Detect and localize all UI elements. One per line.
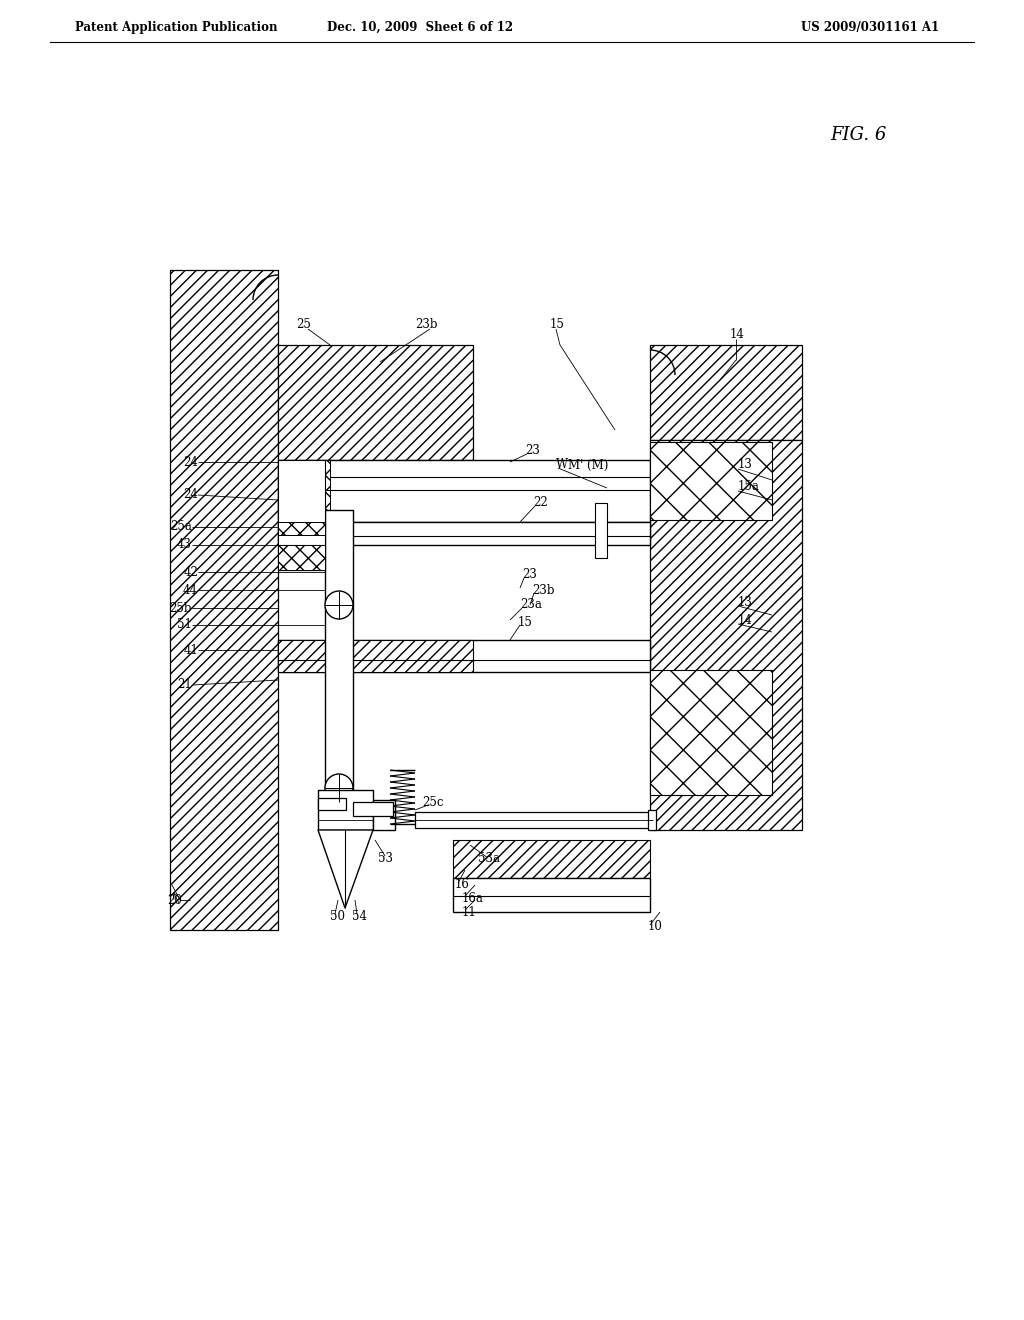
- Bar: [278, 459, 650, 521]
- Bar: [278, 545, 325, 570]
- Text: 15a: 15a: [738, 480, 760, 494]
- Bar: [453, 840, 650, 878]
- Text: 14: 14: [730, 329, 744, 342]
- Text: 25c: 25c: [422, 796, 443, 808]
- Text: 25: 25: [296, 318, 311, 331]
- Text: 23b: 23b: [532, 583, 555, 597]
- Text: FIG. 6: FIG. 6: [829, 125, 886, 144]
- Text: 53: 53: [378, 851, 393, 865]
- Text: 43: 43: [177, 539, 193, 552]
- Bar: [650, 345, 802, 440]
- Text: 13: 13: [738, 458, 753, 471]
- Text: M' (M): M' (M): [568, 458, 608, 471]
- Text: 42: 42: [183, 565, 198, 578]
- Bar: [648, 810, 656, 830]
- Bar: [278, 490, 330, 521]
- Text: US 2009/0301161 A1: US 2009/0301161 A1: [801, 21, 939, 33]
- Text: 25a: 25a: [170, 520, 193, 533]
- Bar: [353, 803, 393, 816]
- Text: 21: 21: [177, 678, 193, 692]
- Bar: [453, 878, 650, 912]
- Text: 54: 54: [352, 911, 367, 924]
- Text: 41: 41: [183, 644, 198, 656]
- Text: 50: 50: [330, 911, 345, 924]
- Text: 51: 51: [177, 619, 193, 631]
- Bar: [278, 521, 325, 535]
- Bar: [278, 640, 650, 672]
- Text: 23: 23: [525, 444, 540, 457]
- Bar: [278, 459, 325, 570]
- Bar: [373, 800, 395, 830]
- Text: 11: 11: [462, 906, 477, 919]
- Circle shape: [325, 774, 353, 803]
- Text: Patent Application Publication: Patent Application Publication: [75, 21, 278, 33]
- Bar: [650, 671, 772, 795]
- Text: 53a: 53a: [478, 851, 500, 865]
- Bar: [415, 812, 653, 828]
- Text: Dec. 10, 2009  Sheet 6 of 12: Dec. 10, 2009 Sheet 6 of 12: [327, 21, 513, 33]
- Bar: [595, 503, 607, 558]
- Bar: [278, 459, 330, 490]
- Text: 23a: 23a: [520, 598, 542, 611]
- Bar: [650, 440, 802, 830]
- Text: 23b: 23b: [415, 318, 437, 331]
- Text: 14: 14: [738, 614, 753, 627]
- Text: 10: 10: [648, 920, 663, 933]
- Text: 20: 20: [167, 894, 182, 907]
- Text: 24: 24: [183, 455, 198, 469]
- Bar: [170, 271, 278, 931]
- Bar: [278, 640, 473, 672]
- Text: W: W: [556, 458, 568, 471]
- Polygon shape: [318, 830, 373, 908]
- Bar: [318, 789, 373, 830]
- Bar: [278, 345, 473, 459]
- Text: 15: 15: [550, 318, 565, 331]
- Text: 23: 23: [522, 569, 537, 582]
- Bar: [325, 510, 353, 810]
- Text: 24: 24: [183, 488, 198, 502]
- Bar: [318, 799, 346, 810]
- Bar: [650, 442, 772, 520]
- Text: 16: 16: [455, 879, 470, 891]
- Text: 44: 44: [183, 583, 198, 597]
- Text: 13: 13: [738, 595, 753, 609]
- Text: 22: 22: [534, 495, 548, 508]
- Bar: [278, 521, 650, 545]
- Text: 15: 15: [518, 615, 532, 628]
- Circle shape: [325, 591, 353, 619]
- Text: 25b: 25b: [170, 602, 193, 615]
- Text: 16a: 16a: [462, 891, 484, 904]
